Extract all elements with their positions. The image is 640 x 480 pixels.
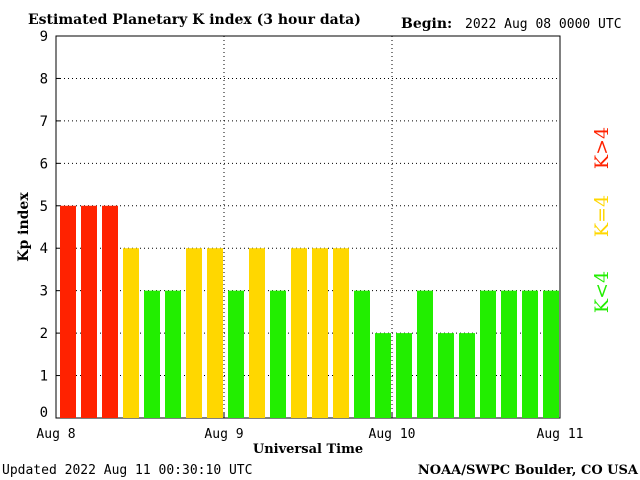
kp-bar-5 bbox=[165, 290, 181, 418]
kp-bar-4 bbox=[144, 290, 160, 418]
kp-bar-19 bbox=[459, 333, 475, 418]
kp-bar-22 bbox=[522, 290, 538, 418]
kp-bar-2 bbox=[102, 205, 118, 418]
y-tick-label-6: 6 bbox=[40, 156, 48, 172]
kp-bar-13 bbox=[333, 248, 349, 418]
legend-k-equal-4: K=4 bbox=[591, 195, 613, 237]
y-tick-label-5: 5 bbox=[40, 199, 48, 215]
y-tick-label-4: 4 bbox=[40, 241, 48, 257]
horizontal-gridlines bbox=[56, 35, 560, 377]
updated-timestamp: Updated 2022 Aug 11 00:30:10 UTC bbox=[2, 463, 252, 478]
y-tick-labels: 0 1 2 3 4 5 6 7 8 9 bbox=[40, 29, 60, 421]
y-tick-label-0: 0 bbox=[40, 405, 48, 421]
y-tick-label-9: 9 bbox=[40, 29, 48, 45]
y-tick-label-8: 8 bbox=[40, 71, 48, 87]
kp-bar-1 bbox=[81, 205, 97, 418]
data-source: NOAA/SWPC Boulder, CO USA bbox=[418, 463, 639, 478]
chart-title: Estimated Planetary K index (3 hour data… bbox=[28, 12, 361, 28]
y-tick-label-3: 3 bbox=[40, 284, 48, 300]
kp-bar-17 bbox=[417, 290, 433, 418]
kp-bar-16 bbox=[396, 333, 412, 418]
x-axis-label: Universal Time bbox=[253, 442, 363, 457]
x-tick-labels: Aug 8 Aug 9 Aug 10 Aug 11 bbox=[36, 413, 583, 442]
begin-value: 2022 Aug 08 0000 UTC bbox=[465, 17, 622, 32]
bars bbox=[60, 205, 559, 418]
kp-bar-18 bbox=[438, 333, 454, 418]
plot-area bbox=[55, 35, 561, 419]
kp-bar-10 bbox=[270, 290, 286, 418]
y-tick-label-7: 7 bbox=[40, 114, 48, 130]
x-tick-label-2: Aug 10 bbox=[369, 427, 416, 442]
kp-bar-21 bbox=[501, 290, 517, 418]
legend-k-below-4: K<4 bbox=[591, 271, 613, 313]
x-tick-label-1: Aug 9 bbox=[204, 427, 243, 442]
y-tick-label-1: 1 bbox=[40, 369, 48, 385]
kp-bar-12 bbox=[312, 248, 328, 418]
legend-k-above-4: K>4 bbox=[591, 127, 613, 169]
y-tick-label-2: 2 bbox=[40, 326, 48, 342]
kp-bar-9 bbox=[249, 248, 265, 418]
kp-bar-7 bbox=[207, 248, 223, 418]
kp-bar-11 bbox=[291, 248, 307, 418]
kp-bar-8 bbox=[228, 290, 244, 418]
x-tick-label-0: Aug 8 bbox=[36, 427, 75, 442]
kp-bar-23 bbox=[543, 290, 559, 418]
begin-label: Begin: bbox=[401, 16, 452, 32]
kp-bar-6 bbox=[186, 248, 202, 418]
kp-bar-0 bbox=[60, 205, 76, 418]
x-tick-label-3: Aug 11 bbox=[537, 427, 584, 442]
kp-bar-14 bbox=[354, 290, 370, 418]
kp-bar-3 bbox=[123, 248, 139, 418]
kp-bar-15 bbox=[375, 333, 391, 418]
kp-bar-20 bbox=[480, 290, 496, 418]
y-axis-label: Kp index bbox=[16, 192, 32, 262]
